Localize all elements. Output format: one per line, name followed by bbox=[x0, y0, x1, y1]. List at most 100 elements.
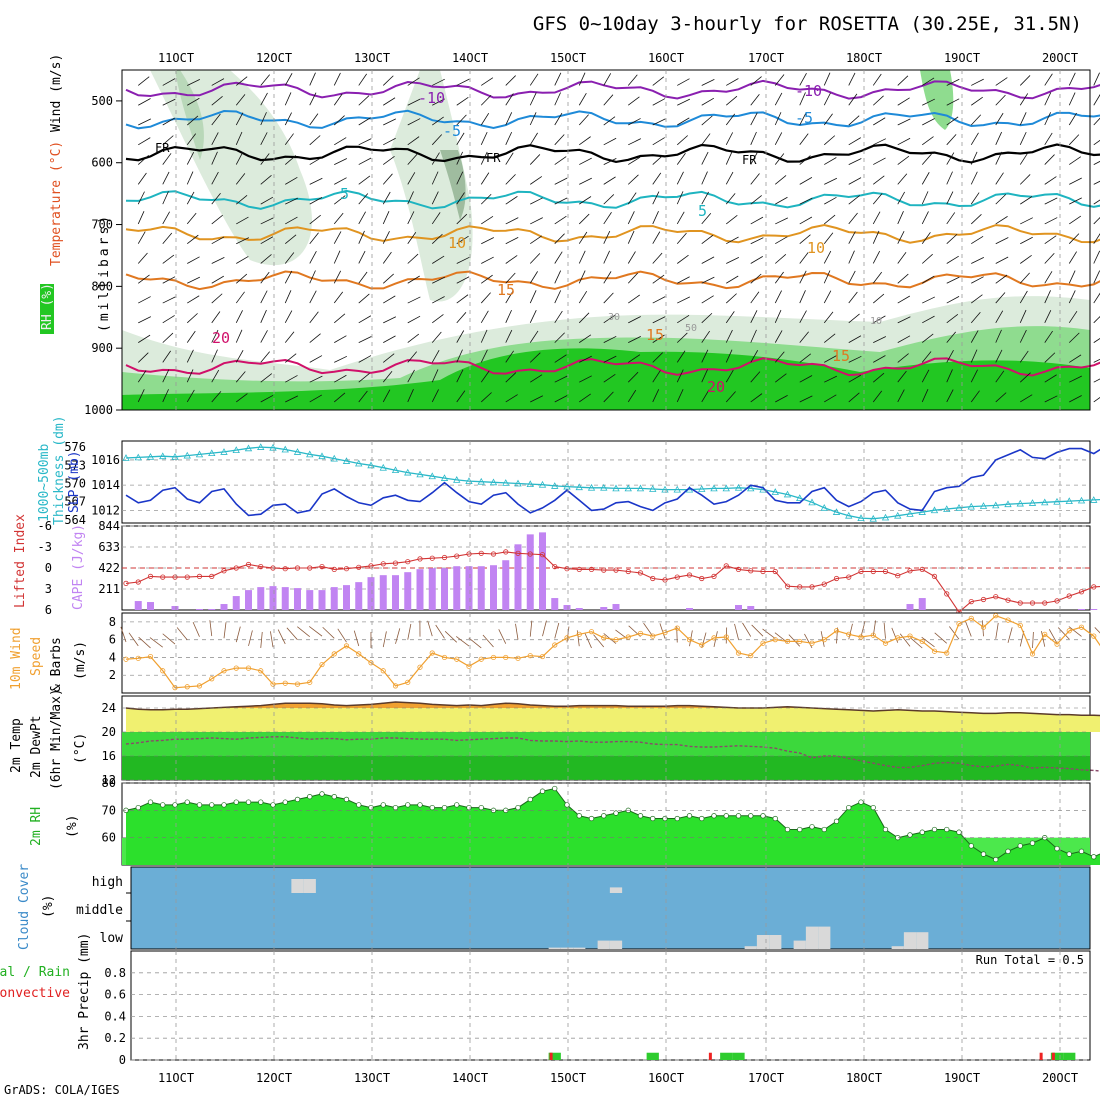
barb-255 bbox=[505, 75, 516, 86]
barb-186 bbox=[382, 389, 391, 403]
wind10-barb-17 bbox=[322, 626, 335, 639]
barb-672 bbox=[1093, 250, 1100, 264]
barb-679 bbox=[1093, 397, 1100, 403]
barb-424 bbox=[725, 391, 736, 403]
wind10-barb-15 bbox=[297, 626, 311, 638]
rh-tick-1: 70 bbox=[102, 803, 116, 817]
cape-bar-11 bbox=[257, 587, 265, 610]
barb-579 bbox=[971, 96, 983, 106]
precip-panel: 0.8 0.6 0.4 0.2 0 Run Total = 0.5 Total / Ra… bbox=[0, 933, 1091, 1067]
barb-85 bbox=[260, 74, 270, 86]
barb-184 bbox=[383, 353, 395, 363]
barb-483 bbox=[823, 214, 836, 225]
barb-211 bbox=[431, 212, 441, 225]
barb-270 bbox=[505, 372, 517, 383]
barb-354 bbox=[628, 354, 641, 363]
wind10-barb-60 bbox=[860, 620, 866, 637]
cape-bar-4 bbox=[171, 606, 179, 610]
barb-677 bbox=[1093, 358, 1100, 363]
li-point-73 bbox=[1017, 600, 1023, 606]
cloud-panel: Cloud Cover (%) high middle low bbox=[17, 864, 1091, 950]
barb-172 bbox=[383, 118, 396, 126]
cape-bar-17 bbox=[330, 587, 338, 610]
wind10-barb-45 bbox=[676, 626, 678, 643]
cloud-level-high: high bbox=[92, 875, 123, 890]
barb-389 bbox=[676, 369, 684, 383]
barb-296 bbox=[554, 215, 567, 225]
barb-600 bbox=[995, 172, 1004, 185]
barb-608 bbox=[995, 329, 1002, 343]
thickness-point-31 bbox=[502, 479, 510, 486]
rh-tick-0: 80 bbox=[102, 776, 116, 790]
ylabel-wind10-1: 10m Wind bbox=[9, 627, 24, 690]
wind10-barb-52 bbox=[751, 624, 764, 637]
barb-403 bbox=[701, 312, 713, 324]
rh-point-22 bbox=[392, 804, 399, 811]
barb-151 bbox=[334, 374, 347, 383]
precip-total-bar-49 bbox=[720, 1052, 733, 1060]
li-point-8 bbox=[221, 568, 227, 574]
li-tick-1: -3 bbox=[38, 540, 52, 554]
thickness-point-16 bbox=[318, 452, 326, 460]
thickness-point-37 bbox=[575, 483, 583, 491]
thickness-point-59 bbox=[845, 511, 853, 519]
thickness-point-68 bbox=[955, 503, 963, 511]
barb-487 bbox=[823, 290, 832, 304]
barb-445 bbox=[774, 132, 783, 145]
cape-bar-65 bbox=[918, 598, 926, 610]
li-point-76 bbox=[1054, 598, 1060, 604]
barb-3 bbox=[138, 137, 151, 146]
precip-conv-bar-35 bbox=[549, 1052, 553, 1060]
li-point-63 bbox=[895, 573, 901, 579]
rh2m-panel: 80 70 60 2m RH (%) bbox=[29, 776, 1100, 866]
barb-279 bbox=[530, 217, 543, 225]
li-point-21 bbox=[380, 561, 386, 567]
thickness-point-69 bbox=[967, 502, 975, 510]
barb-51 bbox=[211, 78, 225, 86]
barb-299 bbox=[554, 270, 562, 284]
contour-label-plus20-a: 20 bbox=[212, 329, 230, 347]
barb-59 bbox=[211, 236, 225, 245]
barb-409 bbox=[725, 95, 738, 106]
wind-speed-point-40 bbox=[613, 637, 619, 643]
barb-567 bbox=[946, 191, 954, 205]
wind10-barb-19 bbox=[353, 630, 360, 647]
barb-254 bbox=[480, 392, 492, 403]
barb-596 bbox=[995, 94, 1006, 106]
wind10-barb-50 bbox=[734, 623, 739, 640]
barb-91 bbox=[260, 196, 274, 205]
barb-123 bbox=[309, 157, 322, 165]
dewpoint-line bbox=[125, 736, 1100, 772]
li-point-31 bbox=[503, 549, 509, 555]
barb-157 bbox=[358, 157, 372, 165]
barb-243 bbox=[480, 172, 490, 185]
barb-373 bbox=[652, 389, 660, 403]
barb-197 bbox=[407, 275, 420, 284]
thickness-point-79 bbox=[1090, 496, 1098, 503]
barb-239 bbox=[480, 94, 492, 106]
wind-speed-point-19 bbox=[356, 651, 362, 657]
barb-643 bbox=[1044, 352, 1056, 363]
barb-578 bbox=[971, 78, 984, 86]
ylabel-rh2m-unit: (%) bbox=[65, 815, 80, 838]
li-point-34 bbox=[539, 552, 546, 558]
bottom-date-3: 14OCT bbox=[452, 1071, 488, 1085]
barb-535 bbox=[897, 231, 905, 244]
contour-label-plus20-b: 20 bbox=[707, 378, 725, 396]
li-point-78 bbox=[1078, 589, 1085, 595]
li-point-66 bbox=[931, 573, 938, 580]
cape-bar-36 bbox=[563, 605, 571, 610]
barb-147 bbox=[333, 291, 344, 304]
wind-speed-point-7 bbox=[209, 676, 215, 682]
barb-124 bbox=[309, 177, 323, 185]
barb-634 bbox=[1044, 176, 1057, 185]
rh-point-29 bbox=[478, 804, 484, 811]
wind-speed-point-67 bbox=[944, 650, 950, 656]
li-point-61 bbox=[870, 568, 876, 575]
barb-581 bbox=[970, 132, 979, 146]
barb-386 bbox=[677, 315, 690, 324]
barb-393 bbox=[701, 115, 713, 126]
wind-speed-point-12 bbox=[270, 681, 276, 687]
thickness-point-5 bbox=[183, 451, 191, 459]
barb-158 bbox=[358, 175, 371, 185]
